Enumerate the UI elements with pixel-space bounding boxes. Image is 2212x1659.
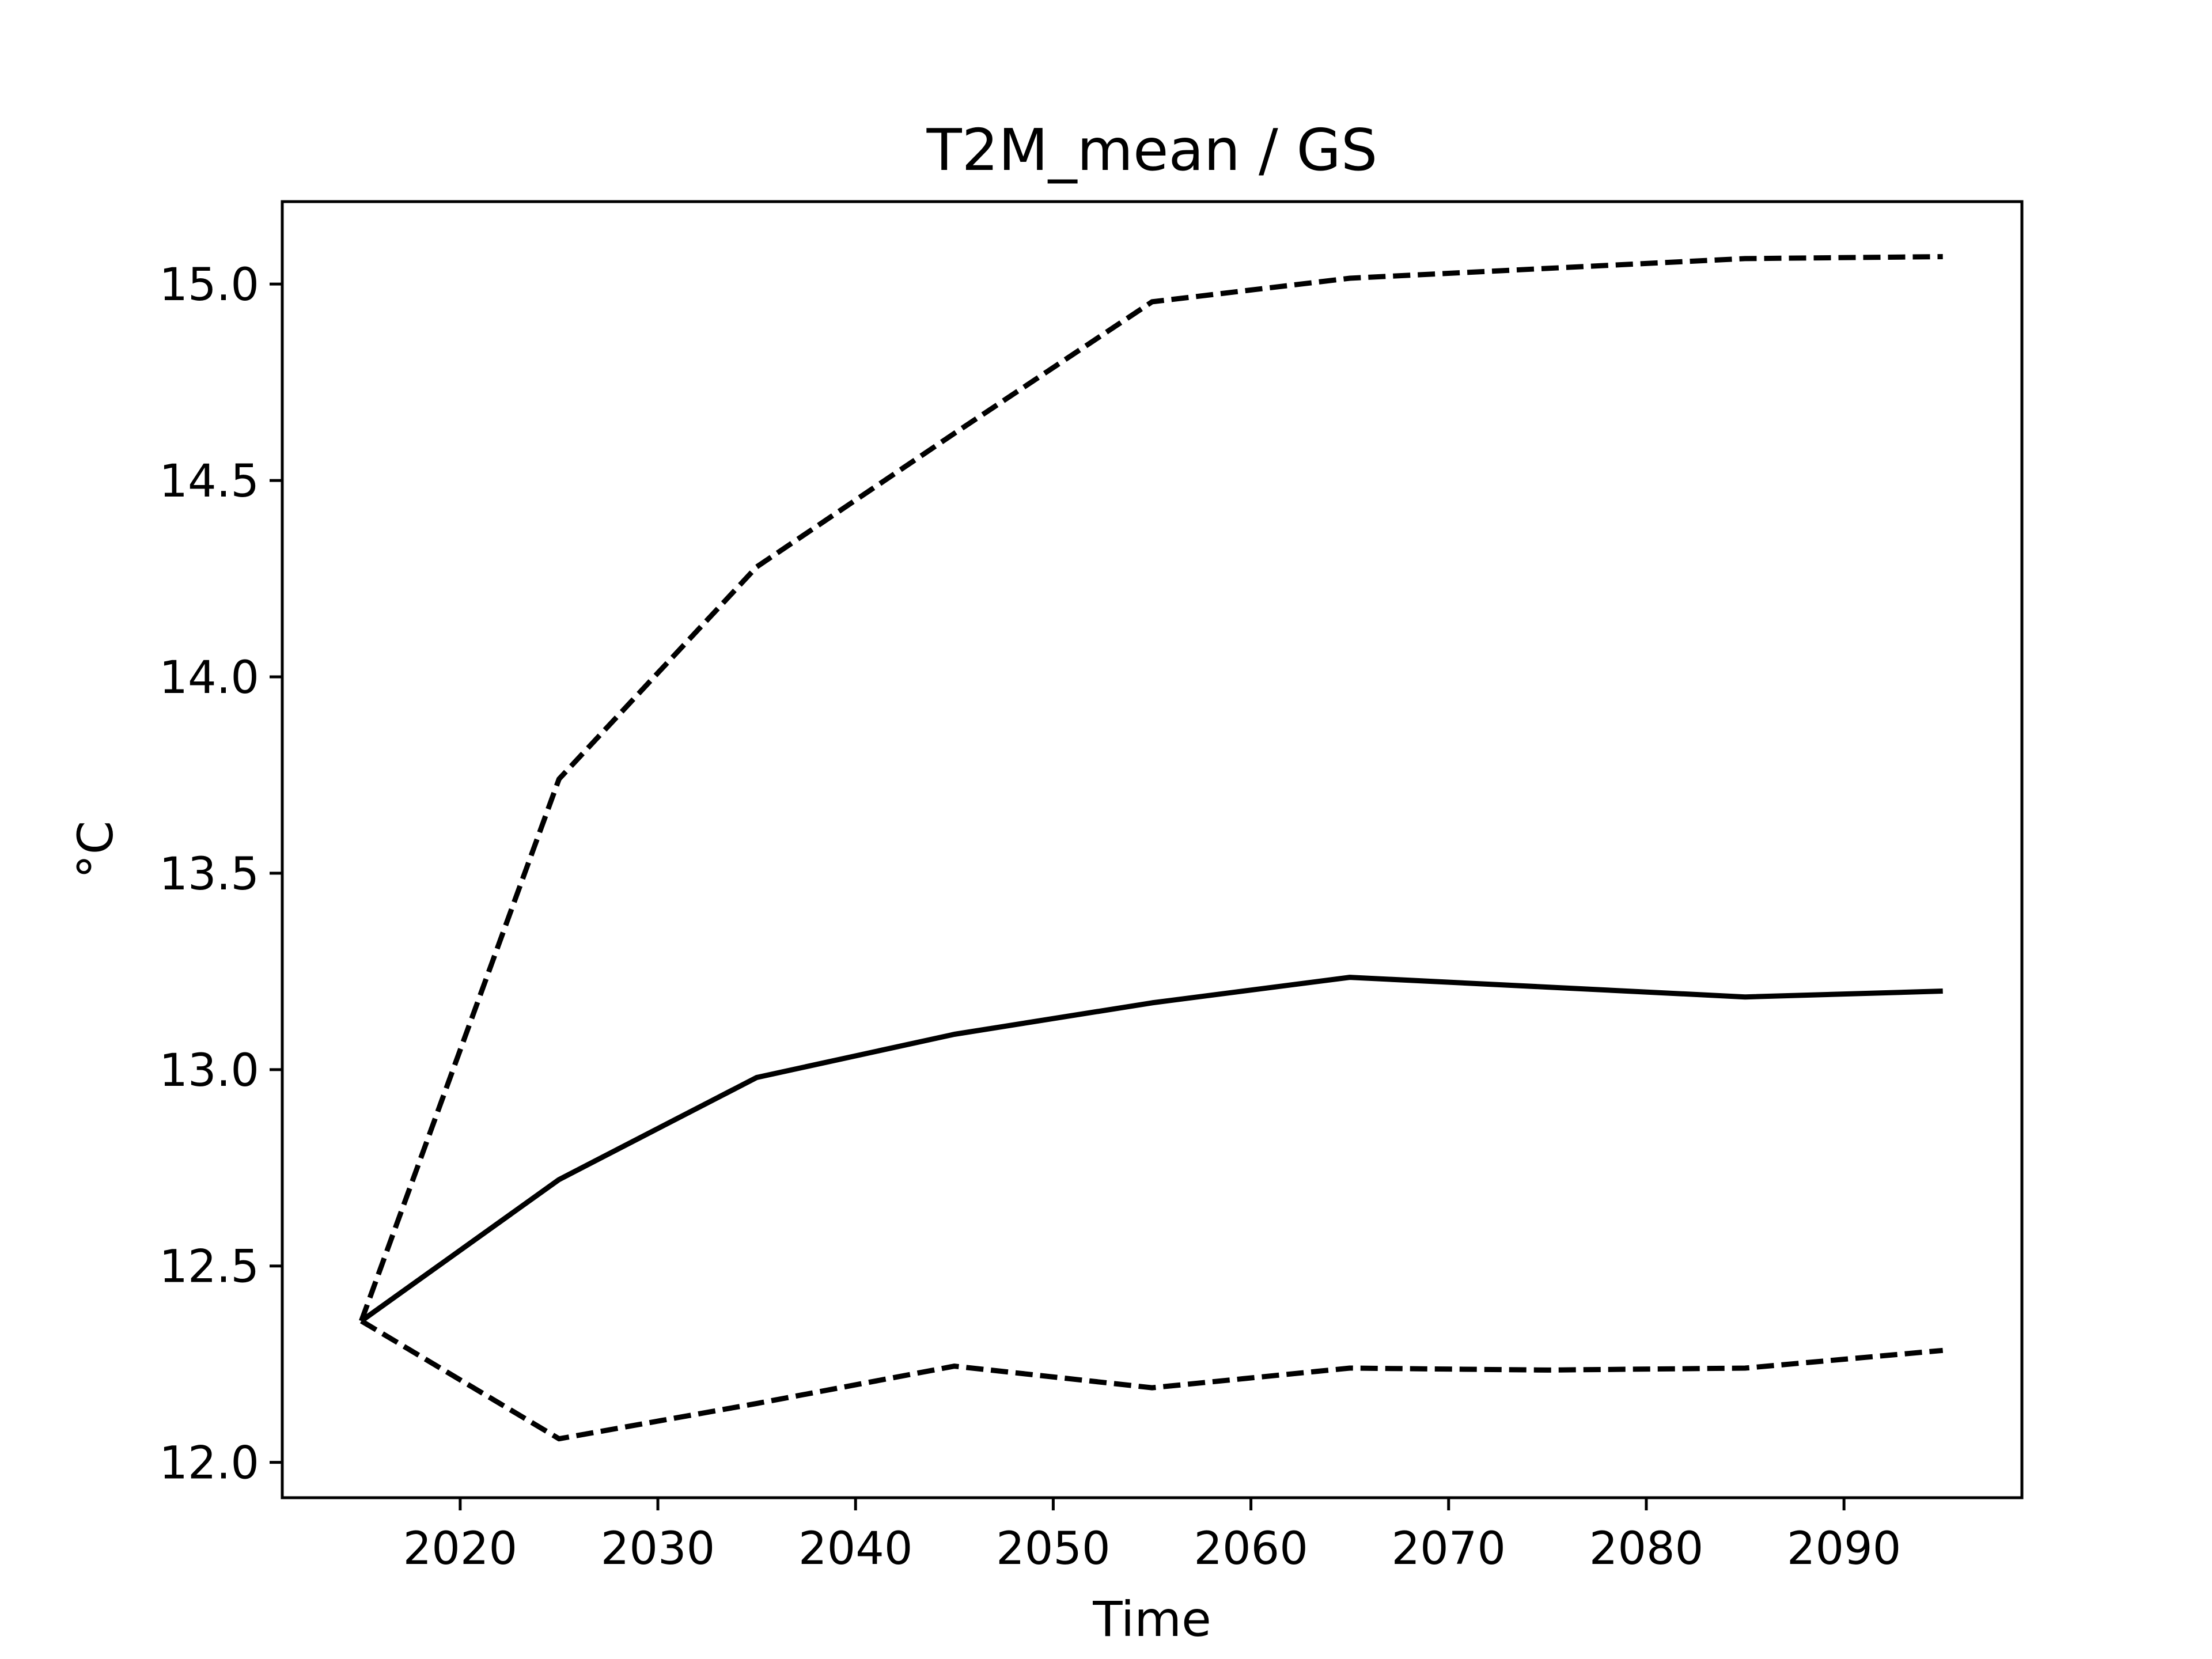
x-axis-label: Time: [1092, 1591, 1211, 1647]
x-tick-label: 2040: [798, 1523, 913, 1575]
series-line-3: [359, 1319, 1944, 1442]
x-tick-label: 2080: [1589, 1523, 1704, 1575]
x-tick-label: 2050: [996, 1523, 1111, 1575]
y-tick-label: 12.5: [159, 1241, 259, 1293]
x-tick-label: 2070: [1392, 1523, 1506, 1575]
y-tick-label: 13.5: [159, 849, 259, 900]
series-line-1: [359, 975, 1943, 1323]
y-tick-label: 14.0: [159, 652, 259, 704]
y-tick-label: 12.0: [159, 1438, 259, 1490]
chart-title: T2M_mean / GS: [926, 116, 1378, 184]
y-tick-label: 15.0: [159, 259, 259, 311]
plot-frame: [281, 200, 2024, 1499]
y-axis-label: °C: [67, 821, 124, 879]
series-line-2: [359, 254, 1943, 1322]
y-tick-label: 13.0: [159, 1045, 259, 1097]
plot-area: [359, 254, 1944, 1442]
y-tick-label: 14.5: [159, 456, 259, 507]
y-axis-ticks: 12.0 12.5 13.0 13.5 14.0 14.5 15.0: [159, 259, 282, 1490]
x-tick-label: 2090: [1787, 1523, 1902, 1575]
x-axis-ticks: 2020 2030 2040 2050 2060 2070 2080 2090: [403, 1498, 1902, 1575]
x-tick-label: 2060: [1194, 1523, 1308, 1575]
x-tick-label: 2020: [403, 1523, 518, 1575]
x-tick-label: 2030: [601, 1523, 715, 1575]
